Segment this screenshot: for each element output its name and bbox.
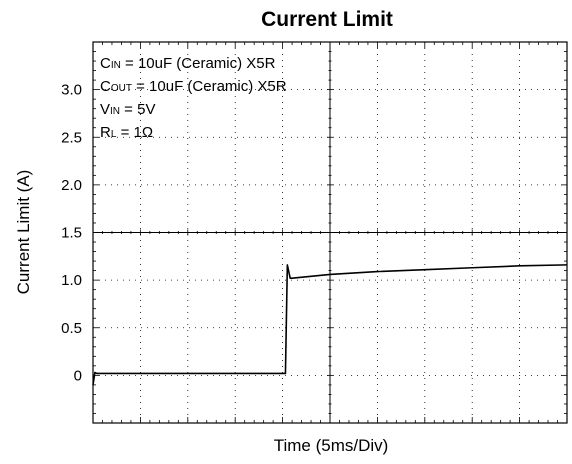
y-tick-label: 1.5 xyxy=(61,225,82,242)
series-group xyxy=(92,264,568,386)
y-tick-label: 0 xyxy=(74,367,82,384)
series-line xyxy=(92,264,568,386)
chart-title: Current Limit xyxy=(261,8,393,31)
y-tick-label: 1.0 xyxy=(61,272,82,289)
y-tick-label: 0.5 xyxy=(61,320,82,337)
condition-line: VIN = 5V xyxy=(100,101,155,118)
condition-line: COUT = 10uF (Ceramic) X5R xyxy=(100,78,287,95)
y-tick-label: 3.0 xyxy=(61,82,82,99)
y-tick-label: 2.5 xyxy=(61,129,82,146)
plot-frame xyxy=(92,41,568,424)
condition-line: RL = 1Ω xyxy=(100,124,153,141)
grid xyxy=(93,42,567,423)
test-conditions: CIN = 10uF (Ceramic) X5R COUT = 10uF (Cer… xyxy=(100,55,287,141)
condition-line: CIN = 10uF (Ceramic) X5R xyxy=(100,55,276,72)
y-axis-label: Current Limit (A) xyxy=(14,170,33,295)
x-axis-label: Time (5ms/Div) xyxy=(274,436,389,455)
axis-ticks xyxy=(92,41,568,424)
y-tick-labels: 0 0.5 1.0 1.5 2.0 2.5 3.0 xyxy=(61,82,82,385)
y-tick-label: 2.0 xyxy=(61,177,82,194)
